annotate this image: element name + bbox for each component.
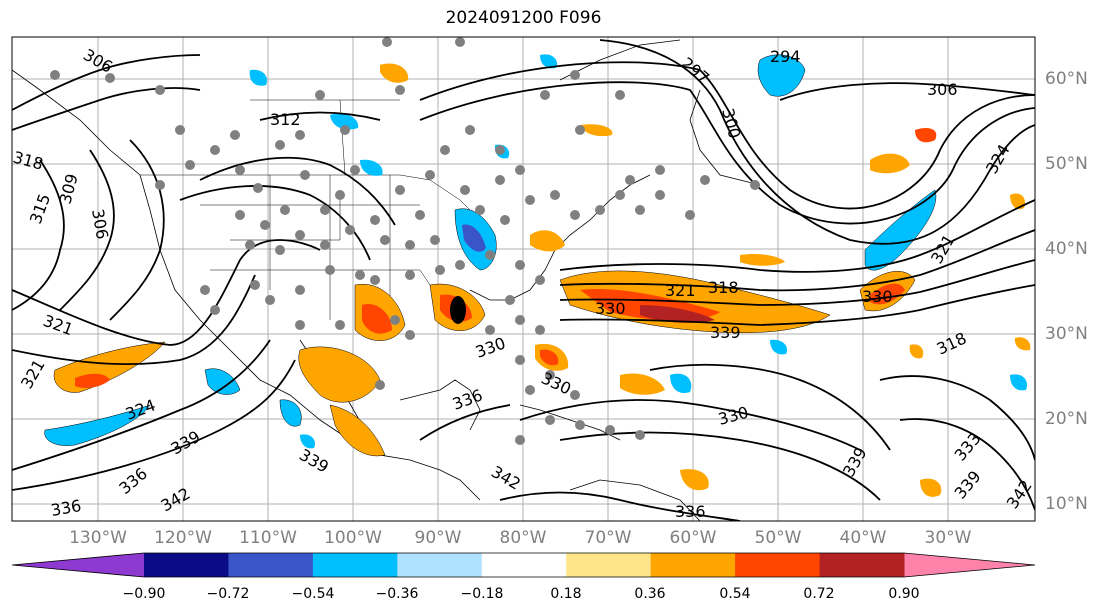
contour-lines <box>12 39 1035 521</box>
colorbar-tick-label: −0.36 <box>375 586 419 602</box>
lon-label: 90°W <box>414 528 462 548</box>
contour-label: 330 <box>862 287 893 306</box>
contour-label: 339 <box>710 323 741 342</box>
lon-label: 80°W <box>499 528 547 548</box>
colorbar-segment <box>144 553 229 577</box>
colorbar-tick-label: −0.90 <box>122 586 166 602</box>
colorbar-segment <box>228 553 314 577</box>
lon-label: 40°W <box>839 528 887 548</box>
lat-label: 10°N <box>1045 494 1088 514</box>
colorbar-segment <box>819 553 905 577</box>
colorbar-tick-label: 0.54 <box>719 586 751 602</box>
lon-label: 70°W <box>584 528 632 548</box>
colorbar-segment <box>735 553 821 577</box>
colorbar-extend-min <box>12 553 144 577</box>
lon-label: 30°W <box>924 528 972 548</box>
contour-label: 306 <box>927 80 958 99</box>
cool-shading <box>44 54 1028 449</box>
colorbar-tick-label: −0.18 <box>460 586 504 602</box>
contour-label: 330 <box>595 299 626 318</box>
contour-label: 294 <box>770 47 801 66</box>
colorbar-segment <box>566 553 652 577</box>
colorbar-segment <box>397 553 483 577</box>
colorbar-tick-label: 0.18 <box>550 586 582 602</box>
colorbar-tick-label: −0.72 <box>206 586 250 602</box>
lon-label: 120°W <box>154 528 212 548</box>
lon-label: 110°W <box>239 528 297 548</box>
colorbar-tick-label: −0.54 <box>291 586 335 602</box>
colorbar-segment <box>650 553 736 577</box>
lat-label: 50°N <box>1045 154 1088 174</box>
lon-label: 130°W <box>69 528 127 548</box>
colorbar-tick-label: 0.72 <box>803 586 835 602</box>
colorbar-tick-label: 0.90 <box>888 586 920 602</box>
lon-label: 50°W <box>754 528 802 548</box>
colorbar-extend-max <box>904 553 1035 577</box>
contour-label: 321 <box>665 281 696 300</box>
lat-label: 60°N <box>1045 69 1088 89</box>
closed-low-marker <box>450 296 466 324</box>
colorbar <box>11 552 1036 578</box>
map-title: 2024091200 F096 <box>445 8 602 28</box>
colorbar-segment <box>481 553 567 577</box>
lat-label: 20°N <box>1045 409 1088 429</box>
contour-label: 312 <box>270 110 301 129</box>
contour-label: 318 <box>708 278 739 297</box>
colorbar-tick-label: 0.36 <box>634 586 666 602</box>
lat-label: 30°N <box>1045 324 1088 344</box>
contour-label: 336 <box>675 502 706 521</box>
lat-label: 40°N <box>1045 239 1088 259</box>
station-dots <box>50 37 760 445</box>
lon-label: 60°W <box>669 528 717 548</box>
map-frame <box>11 36 1036 522</box>
lon-label: 100°W <box>324 528 382 548</box>
colorbar-segment <box>312 553 398 577</box>
